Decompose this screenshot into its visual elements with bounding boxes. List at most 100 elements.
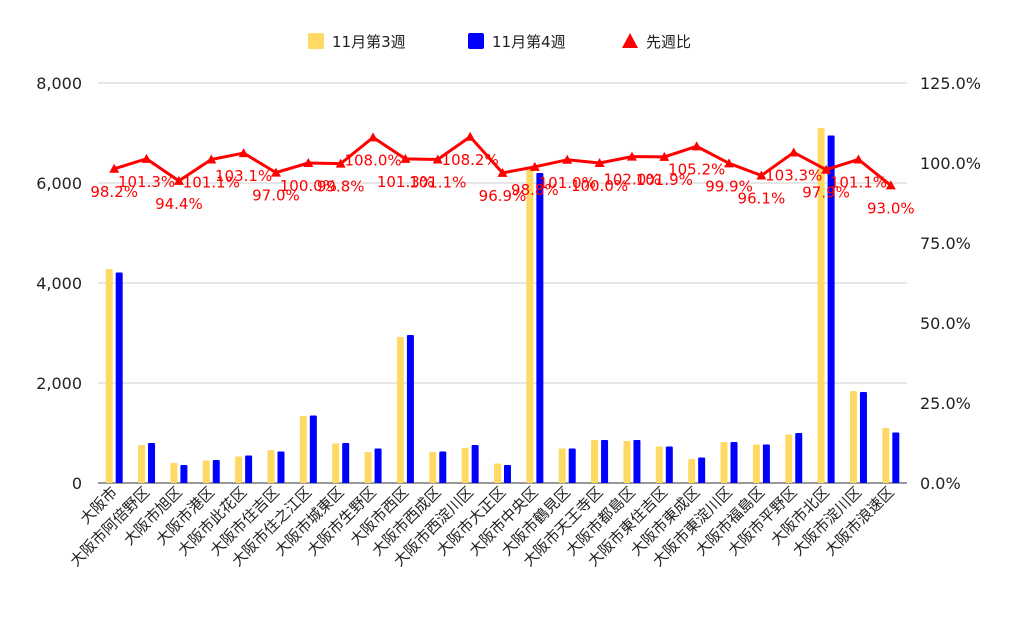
ratio-data-label: 100.0% bbox=[571, 177, 628, 195]
ratio-point bbox=[885, 180, 896, 190]
bar-week3 bbox=[461, 448, 469, 483]
ratio-point bbox=[109, 163, 120, 173]
gridlines bbox=[98, 82, 907, 484]
bar-week4 bbox=[892, 432, 900, 483]
ratio-data-label: 103.3% bbox=[765, 166, 822, 184]
bar-week4 bbox=[633, 440, 641, 483]
bar-week3 bbox=[202, 460, 210, 483]
right-tick-label: 50.0% bbox=[920, 314, 971, 333]
bar-week3 bbox=[752, 444, 760, 483]
ratio-data-label: 101.1% bbox=[830, 173, 887, 191]
bar-week3 bbox=[429, 452, 437, 483]
bar-week4 bbox=[730, 442, 738, 483]
ratio-data-label: 100.0% bbox=[280, 177, 337, 195]
bar-week4 bbox=[859, 392, 867, 483]
bar-week4 bbox=[439, 451, 447, 483]
bar-week4 bbox=[309, 415, 317, 483]
ratio-point bbox=[529, 161, 540, 171]
ratio-point bbox=[270, 167, 281, 177]
bar-week4 bbox=[504, 465, 511, 483]
ratio-data-label: 101.3% bbox=[377, 173, 434, 191]
right-tick-label: 0.0% bbox=[920, 474, 961, 493]
ratio-point bbox=[335, 158, 346, 168]
ratio-point bbox=[626, 151, 637, 161]
ratio-data-label: 97.9% bbox=[802, 184, 850, 202]
bar-week4 bbox=[148, 443, 156, 483]
ratio-data-label: 99.8% bbox=[317, 178, 365, 196]
bar-week4 bbox=[568, 448, 576, 483]
ratio-data-label: 98.2% bbox=[90, 183, 138, 201]
bar-week4 bbox=[342, 443, 350, 483]
right-tick-label: 125.0% bbox=[920, 74, 981, 93]
bar-week3 bbox=[138, 445, 146, 483]
bar-week3 bbox=[364, 452, 372, 483]
data-labels: 98.2%101.3%94.4%101.1%103.1%97.0%100.0%9… bbox=[90, 151, 914, 218]
bar-week4 bbox=[406, 335, 414, 483]
left-tick-label: 2,000 bbox=[36, 374, 82, 393]
legend-label: 先週比 bbox=[646, 33, 691, 51]
bar-week3 bbox=[170, 463, 178, 483]
bar-week4 bbox=[698, 457, 706, 483]
bar-week4 bbox=[795, 433, 803, 483]
bar-week4 bbox=[536, 173, 544, 483]
bar-week4 bbox=[601, 440, 609, 483]
ratio-data-label: 94.4% bbox=[155, 195, 203, 213]
legend-label: 11月第4週 bbox=[492, 33, 566, 51]
left-axis-ticks: 0 2,000 4,000 6,000 8,000 bbox=[36, 74, 82, 493]
line-series bbox=[109, 131, 896, 190]
ratio-point bbox=[821, 164, 832, 174]
category-labels: 大阪市大阪市阿倍野区大阪市旭区大阪市港区大阪市此花区大阪市住吉区大阪市住之江区大… bbox=[66, 483, 897, 570]
ratio-data-label: 101.0% bbox=[539, 174, 596, 192]
bar-week3 bbox=[655, 446, 663, 483]
ratio-data-label: 108.0% bbox=[344, 151, 401, 169]
ratio-data-label: 93.0% bbox=[867, 199, 915, 217]
bar-week3 bbox=[591, 440, 599, 483]
left-tick-label: 8,000 bbox=[36, 74, 82, 93]
ratio-data-label: 101.1% bbox=[183, 173, 240, 191]
ratio-data-label: 101.3% bbox=[118, 173, 175, 191]
ratio-point bbox=[756, 170, 767, 180]
bar-week4 bbox=[665, 446, 673, 483]
legend-swatch bbox=[308, 33, 324, 49]
ratio-data-label: 101.1% bbox=[409, 173, 466, 191]
ratio-data-label: 96.1% bbox=[738, 189, 786, 207]
bar-week3 bbox=[623, 441, 631, 483]
bar-week3 bbox=[720, 442, 728, 483]
right-axis-ticks: 0.0% 25.0% 50.0% 75.0% 100.0% 125.0% bbox=[920, 74, 981, 493]
bar-week4 bbox=[374, 448, 382, 483]
right-tick-label: 100.0% bbox=[920, 154, 981, 173]
ratio-point bbox=[562, 154, 573, 164]
left-tick-label: 4,000 bbox=[36, 274, 82, 293]
bar-week4 bbox=[212, 460, 220, 483]
legend-triangle-icon bbox=[622, 33, 638, 48]
ratio-point bbox=[788, 147, 799, 157]
ratio-data-label: 96.9% bbox=[479, 187, 527, 205]
bar-week3 bbox=[267, 450, 275, 483]
ratio-point bbox=[238, 148, 249, 158]
bar-week3 bbox=[849, 391, 857, 483]
bar-week4 bbox=[471, 445, 479, 483]
bar-week4 bbox=[827, 135, 835, 483]
bar-week3 bbox=[396, 337, 404, 483]
bar-week4 bbox=[277, 451, 285, 483]
ratio-data-label: 97.0% bbox=[252, 187, 300, 205]
bar-week4 bbox=[762, 444, 770, 483]
bar-week3 bbox=[688, 459, 696, 483]
bar-week3 bbox=[882, 428, 890, 483]
bar-week4 bbox=[245, 455, 253, 483]
bar-series bbox=[105, 128, 900, 483]
ratio-point bbox=[594, 158, 605, 167]
ratio-data-label: 108.2% bbox=[442, 151, 499, 169]
bar-week3 bbox=[332, 443, 340, 483]
left-tick-label: 6,000 bbox=[36, 174, 82, 193]
bar-week3 bbox=[785, 434, 793, 483]
bar-week4 bbox=[115, 272, 123, 483]
ratio-point bbox=[206, 154, 217, 164]
left-tick-label: 0 bbox=[72, 474, 82, 493]
bar-week3 bbox=[526, 168, 534, 483]
ratio-point bbox=[691, 141, 702, 151]
ratio-data-label: 101.9% bbox=[636, 171, 693, 189]
ratio-data-label: 105.2% bbox=[668, 160, 725, 178]
